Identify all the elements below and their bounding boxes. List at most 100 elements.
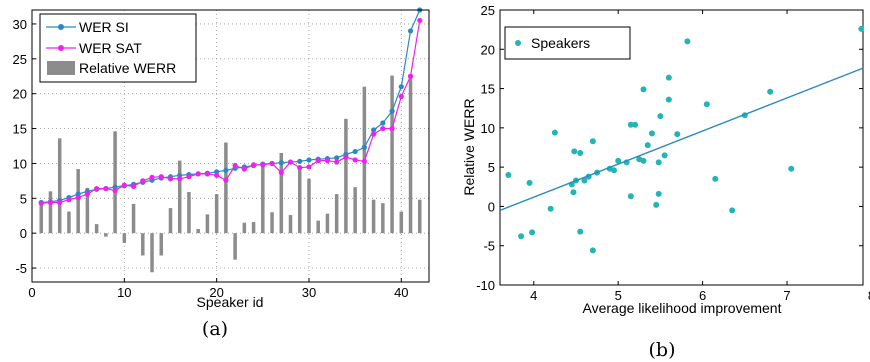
speaker-point bbox=[640, 86, 647, 93]
speaker-point bbox=[655, 190, 662, 197]
legend-wer-si-label: WER SI bbox=[79, 19, 129, 35]
speaker-point bbox=[657, 113, 664, 120]
wer-si-point bbox=[223, 167, 229, 174]
speaker-point bbox=[640, 157, 647, 164]
wer-sat-point bbox=[417, 17, 423, 24]
speaker-point bbox=[627, 193, 634, 200]
chart-b-xtick-label: 5 bbox=[615, 288, 622, 303]
werr-bar bbox=[85, 187, 90, 234]
speaker-point bbox=[858, 25, 865, 32]
wer-sat-point bbox=[287, 159, 294, 165]
speaker-point bbox=[570, 189, 577, 196]
wer-sat-point bbox=[121, 182, 127, 188]
chart-a-legend: WER SI WER SAT Relative WERR bbox=[39, 13, 197, 83]
werr-bar bbox=[76, 169, 80, 234]
speaker-point bbox=[661, 152, 668, 159]
speaker-point bbox=[589, 138, 596, 145]
chart-a-ytick-label: 5 bbox=[20, 191, 27, 206]
werr-bar bbox=[316, 220, 320, 234]
wer-sat-point bbox=[398, 93, 404, 100]
wer-si-point bbox=[297, 158, 303, 164]
werr-bar bbox=[57, 138, 62, 234]
werr-bar bbox=[371, 199, 376, 234]
chart-b-subcaption: (b) bbox=[649, 339, 676, 361]
werr-bar bbox=[196, 228, 200, 234]
chart-a-xtick-label: 20 bbox=[209, 285, 223, 300]
chart-b-xtick-label: 4 bbox=[530, 288, 537, 303]
werr-bar bbox=[67, 211, 71, 234]
chart-b-xtick-label: 6 bbox=[699, 288, 706, 303]
chart-b: 4 5 6 7 8 -10 -5 0 5 10 15 20 25 Average likelihood … bbox=[461, 3, 870, 361]
werr-bar bbox=[344, 118, 348, 234]
wer-sat-point bbox=[94, 185, 100, 192]
legend-wer-sat-marker bbox=[58, 45, 64, 51]
werr-bar bbox=[159, 233, 164, 256]
werr-bar bbox=[381, 203, 385, 234]
werr-bar bbox=[399, 211, 404, 234]
wer-sat-point bbox=[250, 162, 257, 168]
chart-b-xtick-label: 7 bbox=[783, 288, 790, 303]
wer-sat-point bbox=[75, 195, 81, 201]
werr-bar bbox=[353, 187, 357, 234]
chart-a-lines bbox=[38, 7, 423, 206]
wer-sat-point bbox=[352, 157, 358, 163]
speaker-point bbox=[788, 165, 795, 172]
wer-si-point bbox=[389, 108, 395, 114]
chart-a-xtick-label: 0 bbox=[28, 285, 35, 300]
chart-b-ytick-label: 20 bbox=[481, 42, 495, 57]
speaker-point bbox=[648, 130, 655, 137]
speaker-point bbox=[615, 157, 622, 164]
legend-werr-swatch bbox=[47, 61, 75, 75]
wer-sat-point bbox=[149, 174, 155, 180]
speaker-point bbox=[577, 150, 584, 156]
werr-bar bbox=[297, 168, 302, 234]
werr-bar bbox=[205, 214, 210, 234]
wer-si-point bbox=[407, 28, 414, 34]
werr-bar bbox=[242, 222, 247, 234]
speaker-point bbox=[655, 159, 662, 166]
speaker-point bbox=[665, 96, 672, 103]
speaker-point bbox=[644, 142, 651, 149]
werr-bar bbox=[104, 233, 108, 237]
chart-a-xtick-label: 30 bbox=[302, 285, 316, 300]
speaker-point bbox=[529, 229, 536, 236]
chart-b-ticks: 4 5 6 7 8 -10 -5 0 5 10 15 20 25 bbox=[476, 3, 870, 303]
legend-wer-sat-label: WER SAT bbox=[79, 40, 142, 56]
legend-speakers-label: Speakers bbox=[531, 35, 590, 51]
chart-a-ytick-label: 20 bbox=[13, 87, 27, 102]
legend-wer-si-marker bbox=[58, 24, 64, 30]
wer-sat-point bbox=[315, 158, 321, 164]
wer-si-point bbox=[352, 148, 358, 155]
chart-a-ytick-label: 15 bbox=[13, 122, 27, 137]
wer-sat-point bbox=[103, 185, 109, 192]
werr-bar bbox=[288, 215, 293, 234]
wer-si-point bbox=[398, 84, 404, 90]
werr-bar bbox=[408, 75, 413, 234]
speaker-point bbox=[505, 172, 512, 178]
werr-bar bbox=[94, 224, 99, 234]
chart-b-ytick-label: 0 bbox=[488, 199, 495, 214]
wer-sat-point bbox=[389, 125, 395, 132]
werr-bar bbox=[270, 212, 274, 234]
chart-a-ytick-label: 25 bbox=[13, 52, 27, 67]
speaker-point bbox=[581, 177, 588, 184]
wer-sat-point bbox=[269, 160, 275, 167]
speaker-point bbox=[589, 247, 596, 254]
speaker-point bbox=[674, 131, 681, 138]
wer-sat-point bbox=[361, 158, 367, 164]
speaker-point bbox=[665, 74, 672, 81]
wer-si-point bbox=[278, 160, 284, 166]
wer-sat-point bbox=[407, 73, 414, 79]
chart-b-ytick-label: -5 bbox=[483, 239, 495, 254]
wer-sat-point bbox=[112, 188, 118, 194]
wer-sat-point bbox=[324, 158, 331, 164]
wer-sat-point bbox=[306, 164, 312, 170]
werr-bar bbox=[334, 194, 339, 234]
chart-a-ytick-label: -5 bbox=[15, 261, 27, 276]
wer-sat-point bbox=[204, 171, 211, 177]
wer-si-point bbox=[361, 144, 367, 150]
chart-b-xtick-label: 8 bbox=[868, 288, 870, 303]
